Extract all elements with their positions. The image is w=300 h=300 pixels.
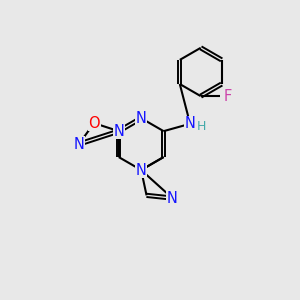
Text: H: H [196, 120, 206, 133]
Text: N: N [136, 111, 147, 126]
Text: N: N [136, 163, 147, 178]
Text: N: N [167, 190, 178, 206]
Text: N: N [136, 163, 147, 178]
Text: F: F [224, 88, 232, 104]
Text: N: N [113, 124, 124, 139]
Text: O: O [88, 116, 100, 130]
Text: N: N [185, 116, 196, 131]
Text: N: N [74, 136, 84, 152]
